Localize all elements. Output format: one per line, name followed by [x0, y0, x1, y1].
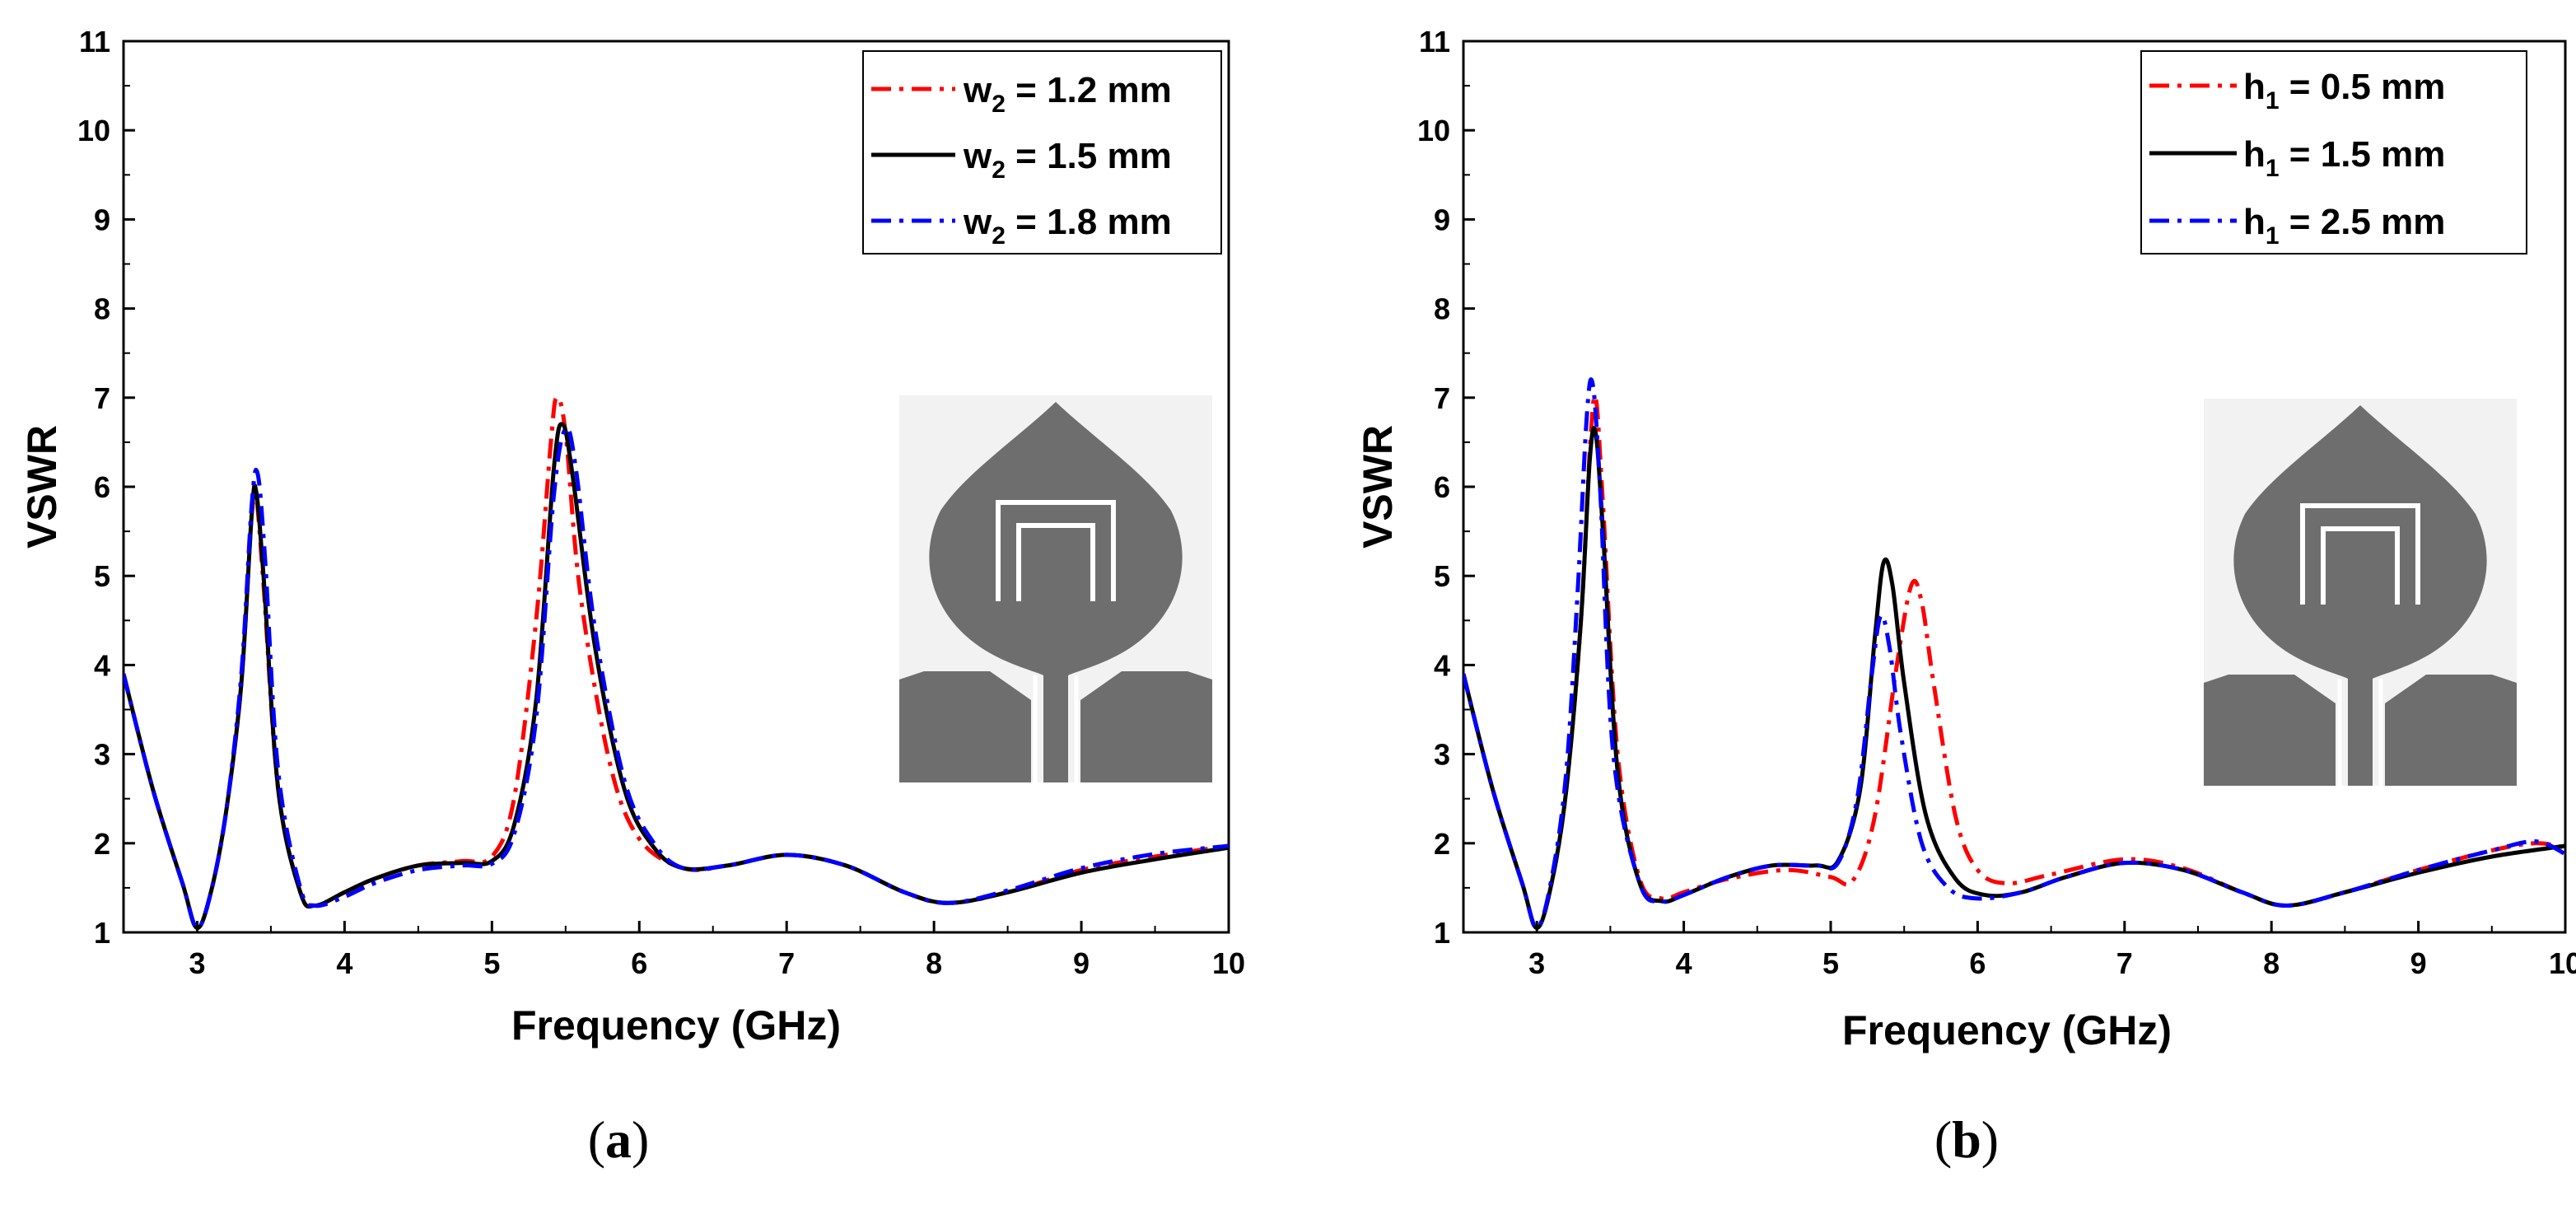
y-tick-label-b-6: 6: [1434, 470, 1450, 504]
antenna-inset-a: [899, 395, 1212, 782]
y-tick-label-b-9: 9: [1434, 203, 1450, 236]
x-tick-label-b-9: 9: [2410, 946, 2427, 980]
caption-b: (b): [1934, 1110, 1999, 1169]
x-tick-label-b-8: 8: [2263, 946, 2280, 980]
y-axis-title-a: VSWR: [19, 425, 65, 549]
y-tick-label-b-5: 5: [1434, 559, 1450, 593]
x-tick-label-a-6: 6: [631, 946, 647, 980]
series-line-b-2: [1463, 377, 2565, 931]
y-tick-label-b-7: 7: [1434, 381, 1450, 415]
ticks-a: 1 2 3 4 5 6 7 8 9 10 11 3 4 5 6 7 8 9 10: [77, 25, 1245, 980]
x-axis-title-b: Frequency (GHz): [1842, 1007, 2172, 1053]
y-tick-label-a-8: 8: [94, 292, 110, 326]
series-a: [124, 395, 1229, 931]
legend-label-b-2: h1 = 2.5 mm: [2243, 202, 2445, 250]
ticks-b: 1 2 3 4 5 6 7 8 9 10 11 3 4 5 6 7 8 9 10: [1417, 25, 2576, 980]
y-tick-label-a-10: 10: [77, 114, 110, 147]
y-tick-label-a-4: 4: [94, 648, 110, 682]
legend-label-b-1: h1 = 1.5 mm: [2243, 134, 2445, 182]
x-tick-label-a-9: 9: [1073, 946, 1090, 980]
legend-label-b-0: h1 = 0.5 mm: [2243, 67, 2445, 114]
y-tick-label-a-7: 7: [94, 381, 110, 415]
series-line-a-2: [124, 426, 1229, 931]
y-tick-label-a-11: 11: [79, 25, 110, 58]
x-tick-label-b-5: 5: [1822, 946, 1839, 980]
x-tick-label-a-3: 3: [189, 946, 205, 980]
legend-label-a-2: w2 = 1.8 mm: [963, 202, 1172, 250]
x-tick-label-b-6: 6: [1969, 946, 1986, 980]
y-tick-label-a-2: 2: [94, 827, 110, 861]
y-tick-label-b-11: 11: [1419, 25, 1450, 58]
y-tick-label-a-5: 5: [94, 559, 110, 593]
x-tick-label-a-5: 5: [483, 946, 500, 980]
antenna-inset-b: [2204, 399, 2517, 786]
x-axis-title-a: Frequency (GHz): [511, 1002, 841, 1049]
x-tick-label-a-7: 7: [778, 946, 795, 980]
y-tick-label-b-10: 10: [1417, 114, 1450, 147]
y-tick-label-b-1: 1: [1434, 916, 1450, 950]
y-axis-title-b: VSWR: [1355, 425, 1401, 549]
legend-b: h1 = 0.5 mm h1 = 1.5 mm h1 = 2.5 mm: [2140, 50, 2527, 255]
x-tick-label-a-10: 10: [1212, 946, 1245, 980]
caption-a: (a): [588, 1110, 650, 1169]
legend-a: w2 = 1.2 mm w2 = 1.5 mm w2 = 1.8 mm: [862, 50, 1222, 255]
y-tick-label-b-4: 4: [1434, 648, 1450, 682]
x-tick-label-b-7: 7: [2116, 946, 2133, 980]
y-tick-label-b-2: 2: [1434, 827, 1450, 861]
y-tick-label-b-3: 3: [1434, 738, 1450, 772]
y-tick-label-a-9: 9: [94, 203, 110, 236]
panel-b: 1 2 3 4 5 6 7 8 9 10 11 3 4 5 6 7 8 9 10 h1 = 0.5 mm h1 = …: [1355, 25, 2576, 1169]
x-tick-label-a-4: 4: [336, 946, 352, 980]
y-tick-label-a-6: 6: [94, 470, 110, 504]
x-tick-label-b-10: 10: [2549, 946, 2576, 980]
y-tick-label-a-1: 1: [94, 916, 110, 950]
x-tick-label-b-3: 3: [1528, 946, 1545, 980]
legend-label-a-1: w2 = 1.5 mm: [963, 136, 1172, 184]
legend-label-a-0: w2 = 1.2 mm: [963, 70, 1172, 118]
x-tick-label-a-8: 8: [926, 946, 942, 980]
y-tick-label-a-3: 3: [94, 738, 110, 772]
panel-a: 1 2 3 4 5 6 7 8 9 10 11 3 4 5 6 7 8 9 10 w2 = 1.2 mm w2 = …: [19, 25, 1245, 1169]
y-tick-label-b-8: 8: [1434, 292, 1450, 326]
x-tick-label-b-4: 4: [1676, 946, 1692, 980]
series-b: [1463, 377, 2565, 931]
